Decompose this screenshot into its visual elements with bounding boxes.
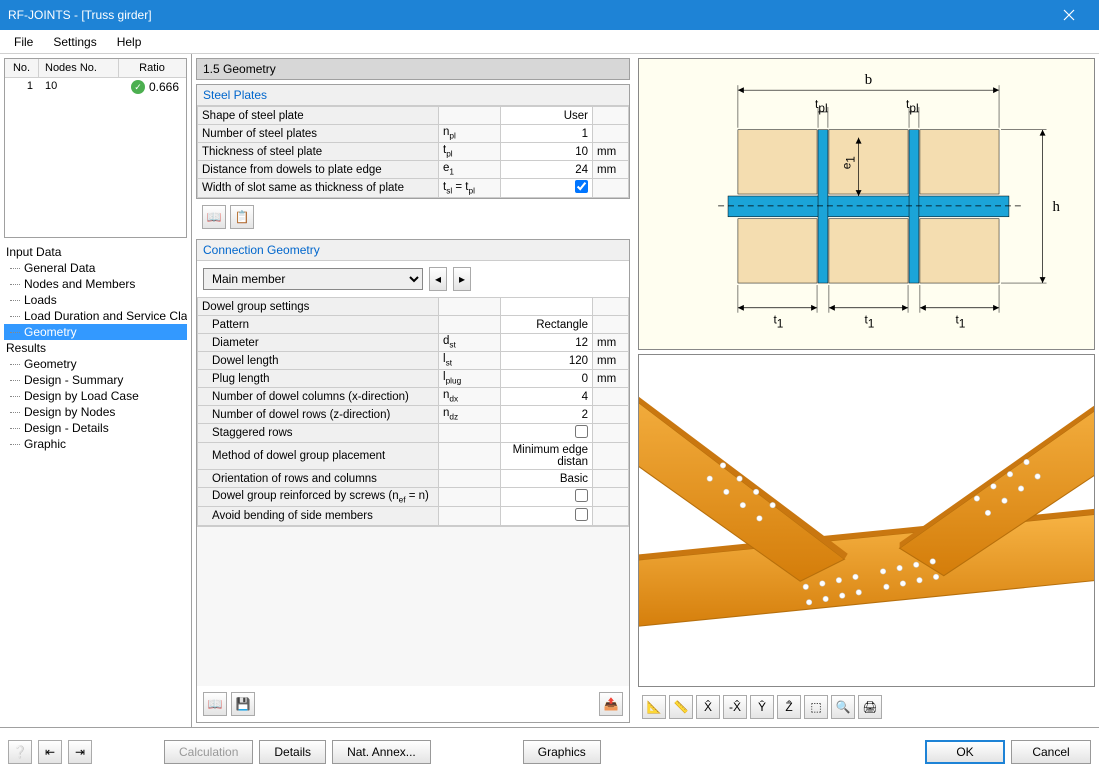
reinforced-checkbox[interactable] [575,489,588,502]
left-panel: No. Nodes No. Ratio 1 10 ✓ 0.666 Input D… [0,54,192,727]
nodes-table: No. Nodes No. Ratio 1 10 ✓ 0.666 [4,58,187,238]
svg-text:t1: t1 [774,313,784,331]
cell-nodes: 10 [39,78,119,96]
th-nodes: Nodes No. [39,59,119,77]
view-axes-button[interactable]: 📐 [642,695,666,719]
section-diagram: b tpl tpl e1 h [638,58,1095,350]
view-x-button[interactable]: X̂ [696,695,720,719]
svg-text:tpl: tpl [815,97,828,115]
tree-graphic[interactable]: Graphic [4,436,187,452]
tree-design-summary[interactable]: Design - Summary [4,372,187,388]
view-zoom-button[interactable]: 🔍 [831,695,855,719]
calculation-button[interactable]: Calculation [164,740,253,764]
tree-geometry-results[interactable]: Geometry [4,356,187,372]
check-ok-icon: ✓ [131,80,145,94]
view-member-button[interactable]: 📏 [669,695,693,719]
center-panel: 1.5 Geometry Steel Plates Shape of steel… [192,54,634,727]
next-member-button[interactable]: ▸ [453,267,471,291]
window-title: RF-JOINTS - [Truss girder] [8,8,1046,22]
next-section-button[interactable]: ⇥ [68,740,92,764]
title-bar: RF-JOINTS - [Truss girder] [0,0,1099,30]
menu-settings[interactable]: Settings [43,33,106,51]
row-staggered[interactable]: Staggered rows [198,424,629,443]
svg-text:h: h [1052,199,1060,215]
details-button[interactable]: Details [259,740,326,764]
row-orientation[interactable]: Orientation of rows and columns Basic [198,470,629,488]
view-z-button[interactable]: Ẑ [777,695,801,719]
menu-help[interactable]: Help [107,33,152,51]
menu-file[interactable]: File [4,33,43,51]
tree-design-details[interactable]: Design - Details [4,420,187,436]
row-distance-dowels[interactable]: Distance from dowels to plate edge e1 24… [198,161,629,179]
connection-toolbar: 📖 💾 📤 [197,686,629,722]
row-method[interactable]: Method of dowel group placement Minimum … [198,443,629,470]
dowel-group-subheader: Dowel group settings [198,298,439,316]
nat-annex-button[interactable]: Nat. Annex... [332,740,431,764]
avoid-bending-checkbox[interactable] [575,508,588,521]
view-print-button[interactable]: 🖨 [858,695,882,719]
svg-text:t1: t1 [956,313,966,331]
close-button[interactable] [1046,0,1091,30]
th-ratio: Ratio [119,59,185,77]
row-thickness[interactable]: Thickness of steel plate tpl 10 mm [198,143,629,161]
th-no: No. [5,59,39,77]
row-width-slot[interactable]: Width of slot same as thickness of plate… [198,179,629,198]
prev-section-button[interactable]: ⇤ [38,740,62,764]
tree-load-duration[interactable]: Load Duration and Service Class [4,308,187,324]
library2-button[interactable]: 📖 [203,692,227,716]
svg-text:tpl: tpl [906,97,919,115]
library-button[interactable]: 📖 [202,205,226,229]
menu-bar: File Settings Help [0,30,1099,54]
tree-loads[interactable]: Loads [4,292,187,308]
row-reinforced[interactable]: Dowel group reinforced by screws (nef = … [198,488,629,507]
copy-button[interactable]: 📋 [230,205,254,229]
row-num-rows[interactable]: Number of dowel rows (z-direction) ndz 2 [198,406,629,424]
view-y-button[interactable]: Ŷ [750,695,774,719]
row-diameter[interactable]: Diameter dst 12 mm [198,334,629,352]
footer-bar: ❔ ⇤ ⇥ Calculation Details Nat. Annex... … [0,727,1099,775]
width-slot-checkbox[interactable] [575,180,588,193]
tree-input-data[interactable]: Input Data [4,244,187,260]
row-num-plates[interactable]: Number of steel plates npl 1 [198,125,629,143]
right-panel: b tpl tpl e1 h [634,54,1099,727]
table-row[interactable]: 1 10 ✓ 0.666 [5,78,186,96]
row-pattern[interactable]: Pattern Rectangle [198,316,629,334]
save-button[interactable]: 💾 [231,692,255,716]
render-preview[interactable] [638,354,1095,687]
steel-plates-group: Steel Plates Shape of steel plate User N… [196,84,630,199]
steel-plates-toolbar: 📖 📋 [196,199,630,235]
row-plug-length[interactable]: Plug length lplug 0 mm [198,370,629,388]
row-num-cols[interactable]: Number of dowel columns (x-direction) nd… [198,388,629,406]
connection-geometry-group: Connection Geometry Main member ◂ ▸ Dowe… [196,239,630,723]
member-select[interactable]: Main member [203,268,423,290]
row-avoid-bending[interactable]: Avoid bending of side members [198,507,629,526]
row-shape[interactable]: Shape of steel plate User [198,107,629,125]
navigation-tree: Input Data General Data Nodes and Member… [4,244,187,723]
export-button[interactable]: 📤 [599,692,623,716]
ok-button[interactable]: OK [925,740,1005,764]
graphics-button[interactable]: Graphics [523,740,601,764]
svg-text:t1: t1 [865,313,875,331]
tree-design-nodes[interactable]: Design by Nodes [4,404,187,420]
connection-geometry-header: Connection Geometry [197,240,629,261]
staggered-checkbox[interactable] [575,425,588,438]
row-dowel-length[interactable]: Dowel length lst 120 mm [198,352,629,370]
cancel-button[interactable]: Cancel [1011,740,1091,764]
tree-nodes-members[interactable]: Nodes and Members [4,276,187,292]
svg-text:b: b [865,72,872,88]
steel-plates-header: Steel Plates [197,85,629,106]
section-title: 1.5 Geometry [196,58,630,80]
help-button[interactable]: ❔ [8,740,32,764]
prev-member-button[interactable]: ◂ [429,267,447,291]
tree-design-load-case[interactable]: Design by Load Case [4,388,187,404]
tree-general-data[interactable]: General Data [4,260,187,276]
view-nx-button[interactable]: -X̂ [723,695,747,719]
tree-results[interactable]: Results [4,340,187,356]
tree-geometry[interactable]: Geometry [4,324,187,340]
cell-ratio: ✓ 0.666 [119,78,185,96]
cell-no: 1 [5,78,39,96]
render-toolbar: 📐 📏 X̂ -X̂ Ŷ Ẑ ⬚ 🔍 🖨 [638,691,1095,723]
view-iso-button[interactable]: ⬚ [804,695,828,719]
